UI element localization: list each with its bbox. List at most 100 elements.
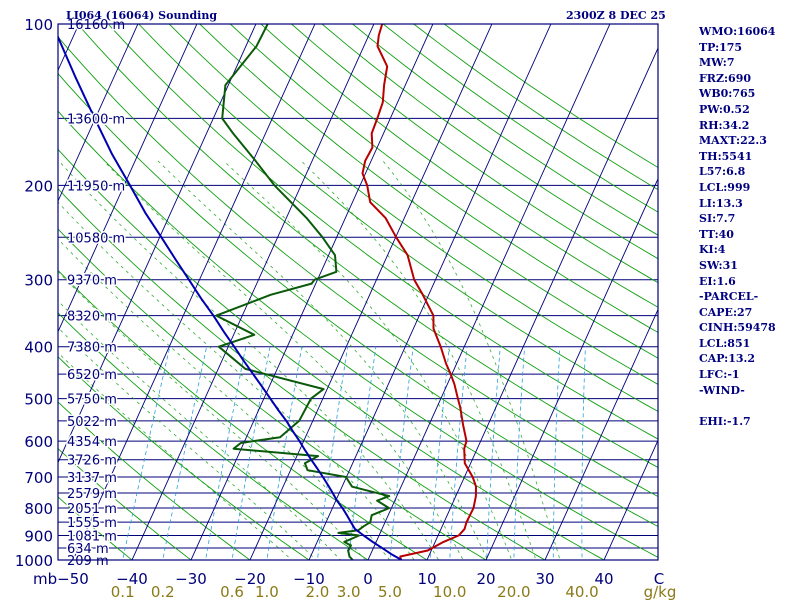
height-label: 209 m xyxy=(67,554,109,569)
stability-index: WB0:765 xyxy=(699,87,756,101)
height-label: 1555 m xyxy=(67,516,117,531)
height-label: 2579 m xyxy=(67,487,117,502)
dewpoint-profile xyxy=(215,24,391,560)
pressure-tick-label: 700 xyxy=(24,469,53,487)
mixing-ratio-label: 10.0 xyxy=(433,583,466,600)
isotherm xyxy=(426,47,658,560)
thermo-grid xyxy=(58,24,658,560)
stability-index: KI:4 xyxy=(699,243,726,257)
dry-adiabat xyxy=(58,110,658,558)
mixing-ratio-line xyxy=(205,346,247,560)
isobar-lines xyxy=(58,24,658,560)
dry-adiabat xyxy=(58,496,133,560)
dry-adiabat xyxy=(58,148,605,560)
dry-adiabat xyxy=(199,24,658,359)
mixing-ratio-line xyxy=(486,346,501,560)
dry-adiabat xyxy=(229,24,658,333)
moist-adiabat xyxy=(58,271,366,560)
stability-index: SI:7.7 xyxy=(699,212,736,226)
chart-title: LI064 (16064) Sounding xyxy=(66,9,218,22)
profile-series xyxy=(58,24,477,560)
stability-index: TT:40 xyxy=(699,227,734,241)
moist-adiabat xyxy=(58,238,391,560)
moist-adiabat xyxy=(58,327,317,560)
temperature-tick-label: −50 xyxy=(57,570,89,588)
isotherm xyxy=(367,24,611,560)
dry-adiabat xyxy=(58,228,487,560)
pressure-tick-label: 500 xyxy=(24,391,53,409)
stability-index: -WIND- xyxy=(699,383,745,397)
stability-index: FRZ:690 xyxy=(699,71,752,85)
height-label: 11950 m xyxy=(67,179,125,194)
moist-adiabat xyxy=(382,160,561,560)
stability-index xyxy=(699,398,776,414)
height-label: 6520 m xyxy=(67,368,117,383)
mixing-ratio-line xyxy=(513,346,525,560)
height-label: 3137 m xyxy=(67,471,117,486)
mixing-ratio-line xyxy=(581,346,586,560)
height-label: 8320 m xyxy=(67,310,117,325)
stability-index: CINH:59478 xyxy=(699,321,776,335)
stability-index: TP:175 xyxy=(699,40,743,54)
height-label: 9370 m xyxy=(67,274,117,289)
dry-adiabat xyxy=(321,24,658,260)
isotherm xyxy=(603,439,658,560)
mixing-ratio-label: 0.6 xyxy=(220,583,244,600)
height-label: 16160 m xyxy=(67,18,125,33)
dry-adiabat xyxy=(77,24,658,468)
stability-index: MAXT:22.3 xyxy=(699,134,767,148)
isotherm xyxy=(190,24,434,560)
pressure-tick-label: 800 xyxy=(24,500,53,518)
isotherm xyxy=(544,308,658,560)
mixing-ratio-line xyxy=(348,346,377,560)
height-label: 5022 m xyxy=(67,415,117,430)
stability-index: SW:31 xyxy=(699,258,738,272)
dry-adiabat xyxy=(58,401,251,560)
mixing-ratio-line xyxy=(266,346,303,560)
stability-index: EI:1.6 xyxy=(699,274,736,288)
mixing-ratio-label: 40.0 xyxy=(565,583,598,600)
dry-adiabat xyxy=(58,269,428,560)
pressure-tick-label: 200 xyxy=(24,177,53,195)
isotherm xyxy=(249,24,493,560)
height-label: 5750 m xyxy=(67,393,117,408)
stability-index: PW:0.52 xyxy=(699,102,750,116)
mixing-ratio-label: 2.0 xyxy=(305,583,329,600)
moist-adiabat xyxy=(300,160,537,560)
temperature-tick-label: −40 xyxy=(116,570,148,588)
stability-index: LFC:-1 xyxy=(699,368,740,382)
mixing-ratio-label: 20.0 xyxy=(497,583,530,600)
pressure-tick-label: 900 xyxy=(24,527,53,545)
valid-time: 2300Z 8 DEC 25 xyxy=(566,9,666,22)
mixing-ratio-line xyxy=(449,346,468,560)
height-label: 3726 m xyxy=(67,454,117,469)
mixing-ratio-label: 1.0 xyxy=(255,583,279,600)
moist-adiabat xyxy=(157,160,488,560)
moist-adiabat xyxy=(58,160,440,560)
mixing-ratio-label: 5.0 xyxy=(378,583,402,600)
temperature-tick-label: −30 xyxy=(175,570,207,588)
temperature-tick-label: 20 xyxy=(476,570,495,588)
mixing-ratio-line xyxy=(231,346,271,560)
stability-index: LI:13.3 xyxy=(699,196,743,210)
moist-adiabat xyxy=(58,300,342,560)
temperature-profile xyxy=(361,24,477,560)
height-label: 7380 m xyxy=(67,341,117,356)
plot-frame xyxy=(57,23,659,561)
stability-indices-panel: WMO:16064 TP:175 MW:7 FRZ:690 WB0:765 PW:0.52… xyxy=(699,24,776,429)
dry-adiabat xyxy=(58,72,658,528)
dry-adiabat xyxy=(260,24,658,308)
isotherm xyxy=(58,24,139,203)
dry-adiabat xyxy=(291,24,658,284)
temperature-tick-label: −20 xyxy=(234,570,266,588)
dry-adiabat xyxy=(168,24,658,385)
stability-index: MW:7 xyxy=(699,56,735,70)
isotherm xyxy=(485,177,658,560)
isotherm xyxy=(58,24,257,464)
stability-index: CAPE:27 xyxy=(699,305,753,319)
dry-adiabat xyxy=(138,24,658,412)
pressure-tick-label: 600 xyxy=(24,433,53,451)
